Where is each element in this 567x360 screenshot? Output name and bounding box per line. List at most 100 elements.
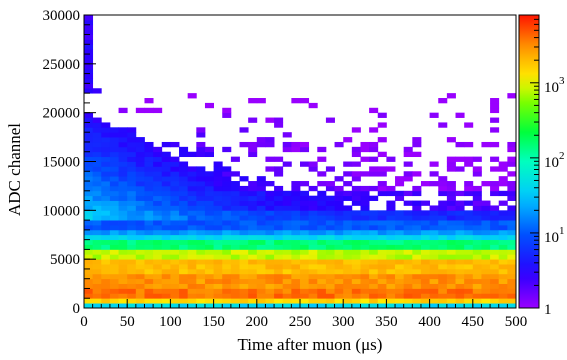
heatmap-cell [472,171,482,177]
heatmap-cell [481,283,491,289]
heatmap-cell [118,293,128,299]
heatmap-cell [395,234,405,241]
heatmap-cell [455,293,465,299]
heatmap-cell [481,239,491,245]
heatmap-cell [170,239,180,245]
x-tick-label: 300 [332,314,355,330]
heatmap-cell [239,288,249,294]
heatmap-cell [386,244,396,250]
heatmap-cell [351,127,361,133]
heatmap-cell [490,264,500,270]
heatmap-cell [170,249,180,255]
heatmap-cell [153,215,163,221]
heatmap-cell [369,141,379,148]
heatmap-cell [464,293,474,299]
heatmap-cell [455,254,465,260]
heatmap-cell [170,224,180,231]
heatmap-cell [84,234,94,241]
heatmap-cell [343,283,353,289]
heatmap-cell [300,195,310,201]
y-tick-label: 20000 [43,106,81,122]
heatmap-cell [153,244,163,250]
heatmap-cell [472,166,482,172]
heatmap-cell [248,264,258,270]
heatmap-cell [377,181,387,187]
heatmap-cell [196,278,206,284]
heatmap-cell [127,278,137,284]
heatmap-cell [291,146,301,153]
heatmap-cell [274,303,284,309]
heatmap-cell [248,303,258,309]
heatmap-cell [507,278,517,284]
heatmap-cell [84,200,94,206]
heatmap-cell [118,200,128,206]
heatmap-cell [127,215,137,221]
heatmap-cell [446,93,456,99]
heatmap-cell [369,127,379,133]
heatmap-cell [204,278,214,284]
heatmap-cell [222,283,232,289]
heatmap-cell [101,298,111,304]
heatmap-cell [265,268,275,275]
heatmap-cell [351,259,361,265]
heatmap-cell [351,273,361,280]
heatmap-cell [256,283,266,289]
heatmap-cell [412,200,422,206]
heatmap-cell [179,234,189,241]
heatmap-cell [438,254,448,260]
heatmap-cell [84,190,94,197]
heatmap-cell [213,229,223,236]
heatmap-cell [334,234,344,241]
heatmap-cell [481,264,491,270]
heatmap-cell [127,259,137,265]
heatmap-cell [101,146,111,153]
heatmap-cell [455,273,465,280]
heatmap-cell [300,210,310,216]
heatmap-cell [239,141,249,148]
heatmap-cell [317,190,327,197]
y-tick-label: 15000 [43,155,81,171]
heatmap-cell [282,298,292,304]
heatmap-cell [464,298,474,304]
heatmap-cell [265,156,275,162]
heatmap-cell [386,283,396,289]
heatmap-cell [481,288,491,294]
heatmap-cell [135,107,145,114]
heatmap-cell [395,239,405,245]
heatmap-cell [343,293,353,299]
heatmap-cell [144,244,154,250]
heatmap-cell [325,264,335,270]
heatmap-cell [187,234,197,241]
heatmap-cell [222,244,232,250]
heatmap-cell [446,200,456,206]
heatmap-cell [403,234,413,241]
heatmap-cell [429,215,439,221]
heatmap-cell [343,215,353,221]
heatmap-cell [204,254,214,260]
heatmap-cell [265,264,275,270]
heatmap-cell [84,49,94,55]
heatmap-cell [204,298,214,304]
heatmap-cell [144,273,154,280]
heatmap-cell [274,117,284,123]
heatmap-cell [109,244,119,250]
heatmap-cell [395,264,405,270]
heatmap-cell [204,195,214,201]
heatmap-cell [325,288,335,294]
heatmap-cell [386,224,396,231]
heatmap-cell [153,224,163,231]
heatmap-cell [84,151,94,158]
heatmap-cell [490,220,500,226]
heatmap-cell [109,298,119,304]
heatmap-cell [282,249,292,255]
heatmap-cell [213,244,223,250]
heatmap-cell [325,268,335,275]
heatmap-cell [446,181,456,187]
heatmap-cell [118,185,128,192]
heatmap-cell [386,220,396,226]
heatmap-cell [101,176,111,182]
heatmap-cell [507,185,517,192]
heatmap-cell [230,190,240,197]
heatmap-cell [127,293,137,299]
heatmap-cell [412,210,422,216]
